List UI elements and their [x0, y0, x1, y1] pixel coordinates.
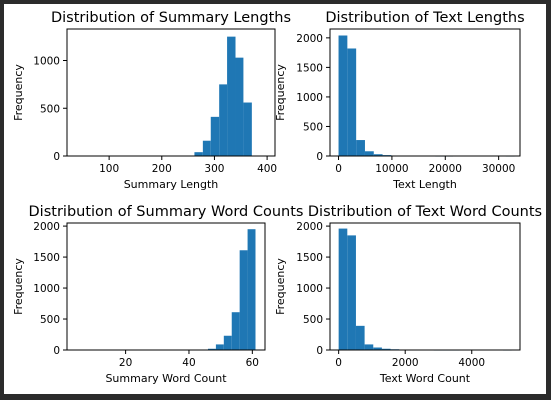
x-tick-label: 100: [99, 163, 119, 175]
x-tick-label: 20: [119, 357, 132, 369]
y-tick-label: 1000: [33, 283, 60, 295]
chart-title: Distribution of Summary Word Counts: [29, 204, 304, 220]
x-tick-label: 0: [335, 163, 342, 175]
x-axis-label: Text Word Count: [379, 372, 471, 385]
y-tick-label: 0: [316, 345, 323, 357]
x-tick-label: 10000: [375, 163, 408, 175]
y-tick-label: 500: [303, 314, 323, 326]
histogram-bar: [247, 229, 256, 350]
plot-frame: [66, 222, 266, 351]
histogram-bar: [194, 152, 203, 156]
y-tick-label: 1500: [296, 62, 323, 74]
histogram-bar: [373, 347, 382, 350]
y-tick-label: 2000: [296, 221, 323, 233]
histogram-bar: [202, 140, 211, 156]
y-tick-label: 0: [53, 345, 60, 357]
x-tick-label: 40: [182, 357, 195, 369]
y-tick-label: 0: [53, 151, 60, 163]
plot-frame: [329, 28, 521, 157]
x-axis-label: Summary Word Count: [105, 372, 227, 385]
histogram-bar: [347, 48, 357, 156]
x-axis-label: Summary Length: [124, 178, 219, 191]
x-tick-label: 30000: [482, 163, 515, 175]
y-axis-label: Frequency: [274, 258, 287, 315]
y-tick-label: 500: [40, 103, 60, 115]
histogram-bar: [215, 344, 224, 350]
y-tick-label: 2000: [33, 221, 60, 233]
y-tick-label: 500: [303, 121, 323, 133]
plot-frame: [329, 222, 521, 351]
x-tick-label: 400: [257, 163, 277, 175]
subplot-1: 100 200 300 400 0 500 1000 Distribution of Summ…: [12, 10, 291, 191]
histogram-bar: [338, 35, 348, 156]
histogram-bar: [235, 57, 244, 156]
histogram-bar: [347, 235, 356, 350]
x-tick-label: 0: [335, 357, 342, 369]
y-tick-label: 1000: [33, 56, 60, 68]
y-tick-label: 1500: [296, 252, 323, 264]
x-tick-label: 2000: [392, 357, 419, 369]
histogram-bar: [355, 325, 365, 350]
x-tick-label: 20000: [429, 163, 462, 175]
histogram-bar: [223, 335, 232, 350]
x-axis-label: Text Length: [392, 178, 457, 191]
y-tick-label: 2000: [296, 33, 323, 45]
histogram-bar: [381, 348, 391, 350]
y-tick-label: 1000: [296, 92, 323, 104]
histogram-bar: [373, 154, 383, 156]
histogram-bar: [227, 36, 236, 156]
histogram-bar: [239, 250, 248, 350]
y-tick-label: 500: [40, 314, 60, 326]
chart-title: Distribution of Text Word Counts: [308, 204, 542, 220]
histogram-bar: [231, 312, 240, 350]
histogram-bar: [210, 116, 220, 156]
chart-title: Distribution of Text Lengths: [325, 10, 524, 26]
histogram-bar: [219, 84, 228, 156]
subplot-2: 0 10000 20000 30000 0 500 1000 1500 2000Distribu…: [274, 10, 525, 191]
x-tick-label: 300: [204, 163, 224, 175]
x-tick-label: 60: [246, 357, 259, 369]
chart-title: Distribution of Summary Lengths: [51, 10, 291, 26]
histogram-bar: [207, 348, 216, 350]
y-tick-label: 1000: [296, 283, 323, 295]
y-tick-label: 0: [316, 151, 323, 163]
histogram-bar: [243, 102, 252, 156]
histogram-bar: [364, 344, 374, 350]
histogram-bar: [364, 151, 374, 156]
x-tick-label: 4000: [458, 357, 485, 369]
y-tick-label: 1500: [33, 252, 60, 264]
figure: 100 200 300 400 0 500 1000 Distribution of Summ…: [4, 4, 546, 394]
y-axis-label: Frequency: [12, 258, 25, 315]
y-axis-label: Frequency: [274, 64, 287, 121]
x-tick-label: 200: [152, 163, 172, 175]
y-axis-label: Frequency: [12, 64, 25, 121]
histogram-bar: [338, 228, 348, 350]
histogram-bar: [356, 140, 365, 156]
plot-frame: [66, 28, 276, 157]
